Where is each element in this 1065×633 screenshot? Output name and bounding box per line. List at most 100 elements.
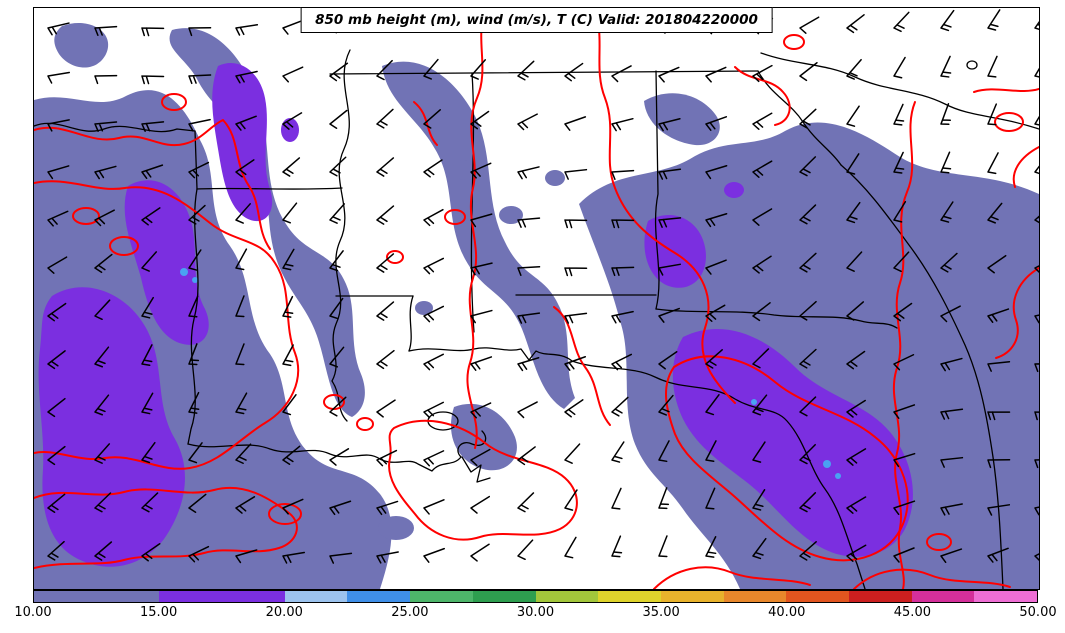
wind-barb-icon bbox=[1034, 362, 1039, 373]
wind-barb-icon bbox=[376, 301, 395, 321]
wind-barb-icon bbox=[846, 251, 863, 272]
wind-barb-icon bbox=[47, 397, 66, 418]
wind-barb-icon bbox=[799, 348, 817, 369]
wind-barb-icon bbox=[470, 448, 491, 467]
wind-barb-icon bbox=[658, 535, 668, 558]
wind-barb-icon bbox=[611, 310, 634, 324]
wind-barb-icon bbox=[658, 217, 682, 228]
wind-barb-icon bbox=[752, 160, 773, 178]
colorbar-segment bbox=[159, 590, 223, 602]
wind-barb-icon bbox=[846, 448, 867, 466]
wind-barb-icon bbox=[658, 66, 680, 83]
wind-barb-icon bbox=[94, 541, 113, 561]
wind-barb-icon bbox=[611, 396, 629, 417]
colorbar-segment bbox=[222, 590, 285, 602]
wind-barb-icon bbox=[564, 312, 588, 324]
colorbar-segment bbox=[410, 590, 473, 602]
wind-barb-icon bbox=[752, 537, 767, 560]
wind-barb-icon bbox=[47, 71, 71, 84]
wind-barb-icon bbox=[517, 113, 538, 131]
wind-barb-icon bbox=[423, 547, 445, 563]
wind-barb-icon bbox=[1034, 257, 1039, 275]
wind-barb-icon bbox=[470, 162, 492, 179]
wind-barb-icon bbox=[705, 304, 726, 322]
wind-barb-icon bbox=[752, 302, 771, 322]
wind-barb-icon bbox=[752, 394, 768, 416]
colorbar-segment bbox=[472, 590, 536, 602]
wind-barb-icon bbox=[705, 440, 717, 463]
wind-barb-icon bbox=[282, 445, 301, 465]
wind-barb-icon bbox=[893, 103, 905, 126]
wind-barb-icon bbox=[188, 204, 206, 225]
wind-barb-icon bbox=[705, 212, 728, 228]
colorbar-tick-label: 50.00 bbox=[1019, 605, 1057, 620]
wind-barb-icon bbox=[94, 394, 110, 416]
state-borders-layer bbox=[34, 49, 1039, 589]
wind-barb-icon bbox=[141, 251, 158, 272]
wind-barb-icon bbox=[423, 159, 443, 178]
wind-barb-icon bbox=[940, 408, 964, 420]
wind-barb-icon bbox=[94, 121, 118, 132]
wind-barb-icon bbox=[658, 307, 680, 323]
wind-barb-icon bbox=[282, 157, 301, 177]
wind-barb-icon bbox=[752, 208, 773, 226]
wind-barb-icon bbox=[423, 305, 445, 323]
wind-barb-icon bbox=[282, 202, 298, 224]
wind-barb-icon bbox=[846, 14, 865, 34]
wind-barb-icon bbox=[47, 210, 69, 227]
wind-barb-icon bbox=[1034, 502, 1039, 516]
wind-barb-icon bbox=[141, 207, 161, 226]
wind-barb-icon bbox=[141, 441, 156, 464]
colorbar-segment bbox=[911, 590, 975, 602]
wind-barb-icon bbox=[423, 58, 439, 80]
wind-barb-icon bbox=[564, 267, 588, 277]
wind-barb-icon bbox=[329, 346, 345, 368]
plot-title: 850 mb height (m), wind (m/s), T (C) Val… bbox=[300, 7, 773, 33]
wind-barb-icon bbox=[752, 489, 766, 511]
wind-barb-icon bbox=[235, 443, 252, 465]
wind-barb-icon bbox=[752, 441, 766, 463]
wind-barb-icon bbox=[611, 219, 635, 229]
wind-barb-icon bbox=[282, 112, 303, 130]
wind-barb-icon bbox=[47, 22, 70, 36]
wind-barb-icon bbox=[188, 493, 207, 514]
wind-barb-icon bbox=[611, 169, 635, 181]
wind-barb-icon bbox=[799, 61, 818, 82]
wind-barb-icon bbox=[47, 119, 70, 132]
wind-barb-icon bbox=[188, 442, 203, 464]
wind-barb-icon bbox=[517, 539, 534, 561]
wind-barb-icon bbox=[987, 308, 1010, 324]
wind-barb-icon bbox=[940, 548, 963, 564]
wind-barb-icon bbox=[705, 535, 717, 558]
wind-barb-icon bbox=[141, 27, 165, 37]
wind-barb-icon bbox=[987, 9, 1001, 31]
wind-barb-icon bbox=[611, 353, 633, 371]
wind-barb-icon bbox=[376, 551, 399, 564]
wind-barb-icon bbox=[799, 16, 820, 34]
wind-barb-icon bbox=[47, 302, 67, 322]
wind-barb-icon bbox=[376, 349, 395, 370]
wind-barb-icon bbox=[282, 248, 295, 271]
colorbar-tick-label: 45.00 bbox=[893, 605, 931, 620]
wind-barb-icon bbox=[893, 200, 907, 223]
colorbar-segment bbox=[660, 590, 724, 602]
wind-barb-icon bbox=[564, 62, 584, 82]
wind-barb-icon bbox=[329, 62, 349, 82]
colorbar-segment bbox=[848, 590, 912, 602]
wind-barb-icon bbox=[188, 545, 210, 563]
colorbar-tick-label: 35.00 bbox=[642, 605, 680, 620]
shading-layer-spots bbox=[180, 268, 841, 479]
wind-barb-icon bbox=[564, 489, 578, 511]
wind-barb-icon bbox=[517, 60, 535, 81]
colorbar-segment bbox=[96, 590, 160, 602]
wind-barb-icon bbox=[188, 161, 210, 179]
colorbar-tick-label: 30.00 bbox=[516, 605, 555, 620]
wind-barb-icon bbox=[517, 312, 541, 324]
wind-barb-icon bbox=[564, 443, 581, 464]
wind-barb-icon bbox=[611, 535, 623, 558]
wind-barb-icon bbox=[235, 549, 258, 564]
map-frame: 850 mb height (m), wind (m/s), T (C) Val… bbox=[33, 7, 1040, 590]
wind-barb-icon bbox=[799, 541, 817, 561]
wind-barb-icon bbox=[517, 217, 541, 228]
wind-barb-icon bbox=[893, 354, 915, 371]
